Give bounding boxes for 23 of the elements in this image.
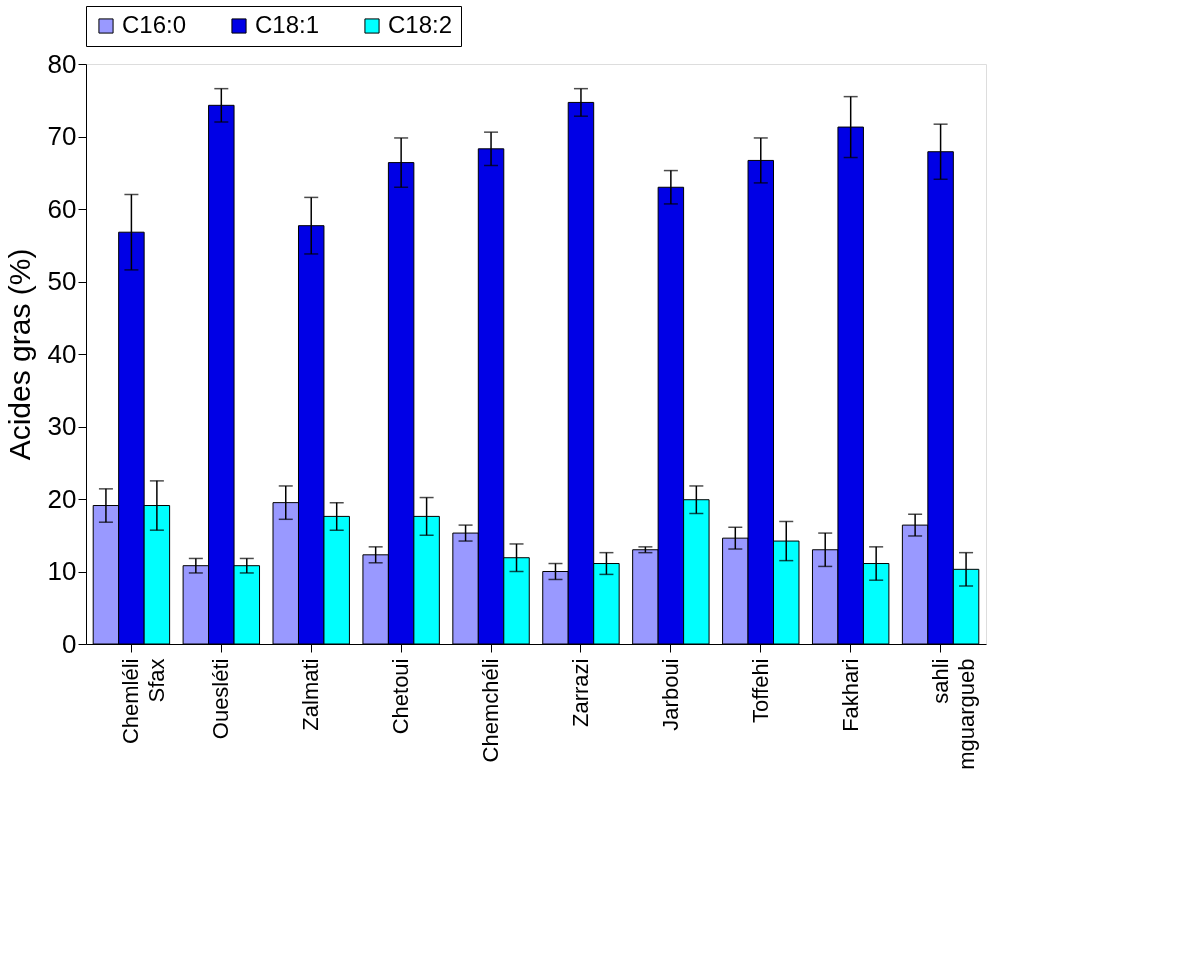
x-tick-label: Jarboui [657,658,683,731]
y-tick-label: 50 [47,266,77,296]
legend-label: C18:1 [255,11,320,38]
y-axis-title: Acides gras (%) [2,248,36,461]
legend-label: C18:2 [388,11,453,38]
legend-label: C16:0 [122,11,187,38]
x-tick-label: Chemchéli [478,658,504,763]
y-tick-label: 30 [47,411,77,441]
y-tick-label: 20 [47,483,77,514]
y-tick-label: 0 [62,628,77,659]
y-tick-label: 40 [47,338,77,369]
x-tick-label: Zalmati [298,658,324,731]
x-tick-label: Fakhari [837,658,863,732]
x-tick-label: Zarrazi [567,658,593,727]
x-tick-label: Ouesléti [208,658,234,740]
x-tick-label: Toffehi [747,658,773,723]
y-tick-label: 10 [47,556,77,586]
y-tick-label: 80 [47,48,77,79]
y-tick-label: 60 [47,193,77,224]
y-tick-label: 70 [47,121,77,151]
x-tick-label: sahli mguargueb [927,658,979,770]
x-tick-label: Chemléli Sfax [118,658,170,745]
x-tick-label: Chetoui [388,658,414,735]
